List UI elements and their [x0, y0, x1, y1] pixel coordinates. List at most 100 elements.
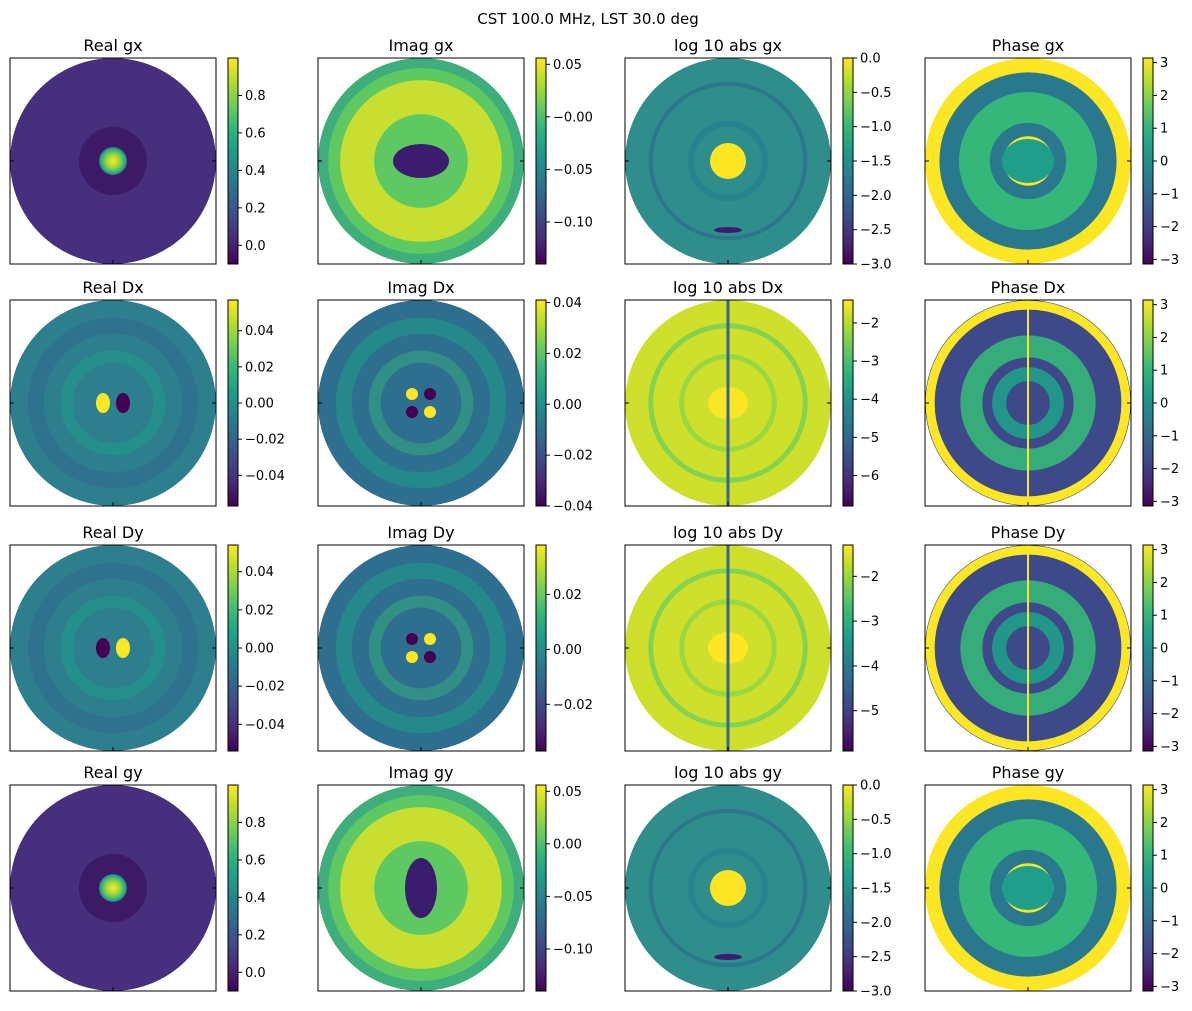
colorbar-tick-label: 0 — [1160, 397, 1168, 412]
bright-ring — [340, 807, 502, 969]
colorbar-tick-label: −4 — [860, 659, 879, 674]
colorbar-tick-label: 0.0 — [245, 966, 266, 981]
colorbar-tick-label: −0.5 — [860, 813, 892, 828]
colorbar-tick-label: −0.10 — [553, 215, 593, 230]
colorbar-tick-label: −2 — [1160, 462, 1179, 477]
null-mark — [714, 227, 742, 234]
colorbar-tick-label: 3 — [1160, 543, 1168, 558]
subplot-title: Real Dy — [82, 523, 143, 542]
colorbar-tick-label: 0.05 — [553, 785, 582, 800]
subplot-title: Real gx — [83, 36, 142, 55]
subplot-title: log 10 abs gx — [674, 36, 782, 55]
panel-grid: Real gx 0.8 0.6 0.4 0.2 0.0 Imag gx 0.05 −0.00 −0… — [9, 36, 1179, 1000]
colorbar-tick-label: 0.6 — [245, 126, 266, 141]
colorbar-tick-label: 3 — [1160, 298, 1168, 313]
central-peak-mark — [99, 874, 127, 902]
inner-ring — [60, 350, 166, 456]
colorbar-tick-label: −1.5 — [860, 155, 892, 170]
outer-ring — [335, 562, 507, 734]
colorbar-tick-label: −3 — [1160, 495, 1179, 510]
colorbar — [842, 299, 854, 507]
bright-ring — [340, 80, 502, 242]
colorbar — [535, 299, 547, 507]
colorbar-tick-label: 0 — [1160, 155, 1168, 170]
central-peak-mark — [710, 143, 746, 179]
lobe-top-left — [406, 388, 418, 400]
lobe-bottom-left — [406, 406, 418, 418]
inner-ring — [687, 847, 769, 929]
colorbar-tick-label: 0.00 — [553, 643, 582, 658]
subplot: Phase Dy 3 2 1 0 −1 −2 −3 — [924, 523, 1179, 755]
subplot: Phase Dx 3 2 1 0 −1 −2 −3 — [924, 278, 1179, 510]
subplot-title: Phase Dx — [991, 278, 1066, 297]
figure-suptitle: CST 100.0 MHz, LST 30.0 deg — [477, 10, 699, 28]
colorbar-tick-label: 0 — [1160, 882, 1168, 897]
colorbar-tick-label: −6 — [860, 469, 879, 484]
colorbar-tick-label: −3.0 — [860, 985, 892, 1000]
colorbar — [842, 544, 854, 752]
colorbar-tick-label: −1.0 — [860, 120, 892, 135]
colorbar-tick-label: −5 — [860, 431, 879, 446]
colorbar-tick-label: 3 — [1160, 56, 1168, 71]
colorbar — [842, 57, 854, 265]
colorbar — [227, 57, 239, 265]
edge-ring — [318, 58, 524, 264]
subplot-title: log 10 abs gy — [674, 763, 782, 782]
colorbar-tick-label: −2.5 — [860, 223, 892, 238]
colorbar-tick-label: −1 — [1160, 429, 1179, 444]
colorbar-tick-label: 1 — [1160, 364, 1168, 379]
colorbar — [1142, 784, 1154, 992]
subplot-title: Imag Dy — [387, 523, 454, 542]
subplot: Real Dy 0.04 0.02 0.00 −0.02 −0.04 — [9, 523, 285, 752]
colorbar-tick-label: 3 — [1160, 783, 1168, 798]
colorbar-tick-label: −3 — [860, 615, 879, 630]
inner-ring — [368, 595, 474, 701]
colorbar-tick-label: −3 — [1160, 740, 1179, 755]
colorbar-tick-label: 1 — [1160, 609, 1168, 624]
null-ring — [648, 81, 808, 241]
subplot-title: Imag Dx — [387, 278, 454, 297]
colorbar-tick-label: −3 — [1160, 980, 1179, 995]
subplot-title: log 10 abs Dy — [673, 523, 783, 542]
subplot: log 10 abs Dx −2 −3 −4 −5 −6 — [624, 278, 879, 507]
colorbar-tick-label: −0.5 — [860, 86, 892, 101]
colorbar-tick-label: −0.02 — [245, 433, 285, 448]
subplot-title: Imag gx — [389, 36, 454, 55]
subplot-title: Phase Dy — [991, 523, 1066, 542]
colorbar-tick-label: 0.00 — [245, 642, 274, 657]
subplot: Real Dx 0.04 0.02 0.00 −0.02 −0.04 — [9, 278, 285, 507]
colorbar-tick-label: 0.4 — [245, 891, 266, 906]
colorbar-tick-label: −0.10 — [553, 942, 593, 957]
colorbar — [535, 544, 547, 752]
central-peak-mark — [710, 870, 746, 906]
outer-ring — [27, 317, 199, 489]
colorbar-tick-label: −1 — [1160, 674, 1179, 689]
subplot-title: Phase gx — [992, 36, 1064, 55]
colorbar-tick-label: 0.02 — [245, 603, 274, 618]
colorbar-tick-label: 0.4 — [245, 164, 266, 179]
left-lobe — [96, 393, 110, 413]
colorbar — [1142, 57, 1154, 265]
colorbar — [1142, 299, 1154, 507]
colorbar-tick-label: 0.04 — [245, 324, 274, 339]
inner-ring — [60, 595, 166, 701]
central-dip — [393, 144, 449, 178]
subplot-title: Imag gy — [389, 763, 454, 782]
outer-ring — [335, 317, 507, 489]
subplot-title: Phase gy — [992, 763, 1064, 782]
subplot: Phase gx 3 2 1 0 −1 −2 −3 — [924, 36, 1179, 268]
lobe-top-right — [424, 388, 436, 400]
colorbar-tick-label: 0.0 — [860, 52, 881, 67]
colorbar-tick-label: 0.05 — [553, 58, 582, 73]
colorbar-tick-label: −1 — [1160, 914, 1179, 929]
colorbar-tick-label: 0.0 — [245, 239, 266, 254]
inner-ring — [687, 120, 769, 202]
central-phase-patch — [1002, 866, 1054, 910]
colorbar-tick-label: 0.8 — [245, 89, 266, 104]
null-ring — [648, 808, 808, 968]
colorbar — [535, 57, 547, 265]
lobe-bottom-right — [424, 406, 436, 418]
lobe-top-left — [406, 633, 418, 645]
outer-ring — [27, 562, 199, 734]
